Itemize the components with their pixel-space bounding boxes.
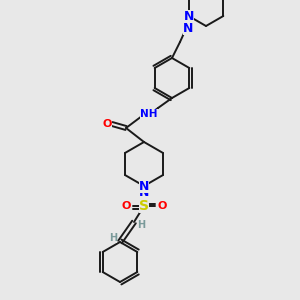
Text: N: N — [139, 185, 149, 199]
Text: O: O — [157, 201, 167, 211]
Text: N: N — [139, 179, 149, 193]
Text: N: N — [183, 22, 193, 34]
Text: O: O — [102, 119, 112, 129]
Text: H: H — [137, 220, 145, 230]
Text: N: N — [184, 10, 194, 22]
Text: H: H — [109, 233, 117, 243]
Text: O: O — [121, 201, 131, 211]
Text: S: S — [139, 199, 149, 213]
Text: NH: NH — [140, 109, 158, 119]
